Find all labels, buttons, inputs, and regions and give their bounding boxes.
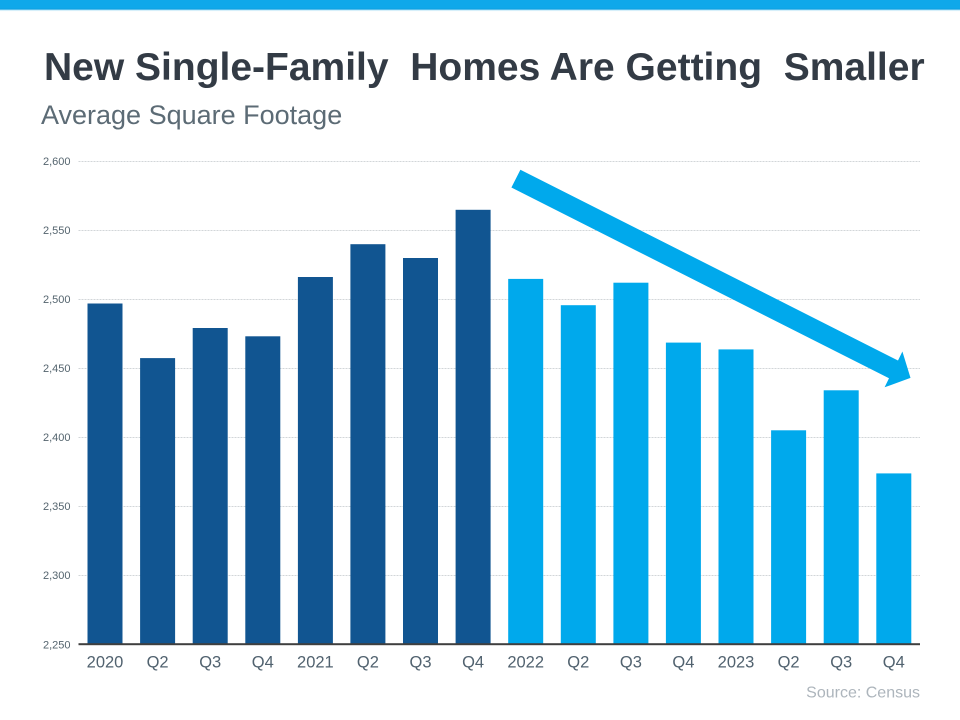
svg-text:Q2: Q2 [357, 654, 379, 672]
svg-text:Q2: Q2 [147, 654, 169, 672]
svg-text:Q4: Q4 [252, 654, 274, 672]
svg-text:New Single-Family Homes Are G: New Single-Family Homes Are Getting Smal… [44, 46, 925, 89]
svg-text:Q3: Q3 [409, 654, 431, 672]
svg-text:2,450: 2,450 [43, 363, 71, 375]
svg-text:Q4: Q4 [883, 654, 905, 672]
svg-text:Q2: Q2 [778, 654, 800, 672]
svg-text:Q2: Q2 [567, 654, 589, 672]
svg-text:2,400: 2,400 [43, 432, 71, 444]
svg-text:Average Square Footage: Average Square Footage [41, 100, 342, 130]
svg-text:2020: 2020 [87, 654, 124, 672]
svg-text:2,250: 2,250 [43, 639, 71, 651]
svg-text:2021: 2021 [297, 654, 334, 672]
svg-text:Q4: Q4 [672, 654, 694, 672]
svg-text:Source: Census: Source: Census [806, 685, 920, 702]
svg-text:2,550: 2,550 [43, 225, 71, 237]
svg-text:2,300: 2,300 [43, 570, 71, 582]
svg-text:Q4: Q4 [462, 654, 484, 672]
svg-text:2023: 2023 [718, 654, 755, 672]
svg-text:2,350: 2,350 [43, 501, 71, 513]
svg-text:2022: 2022 [507, 654, 544, 672]
svg-text:Q3: Q3 [620, 654, 642, 672]
svg-text:2,500: 2,500 [43, 294, 71, 306]
svg-text:Q3: Q3 [830, 654, 852, 672]
svg-text:2,600: 2,600 [43, 156, 71, 168]
svg-text:Q3: Q3 [199, 654, 221, 672]
